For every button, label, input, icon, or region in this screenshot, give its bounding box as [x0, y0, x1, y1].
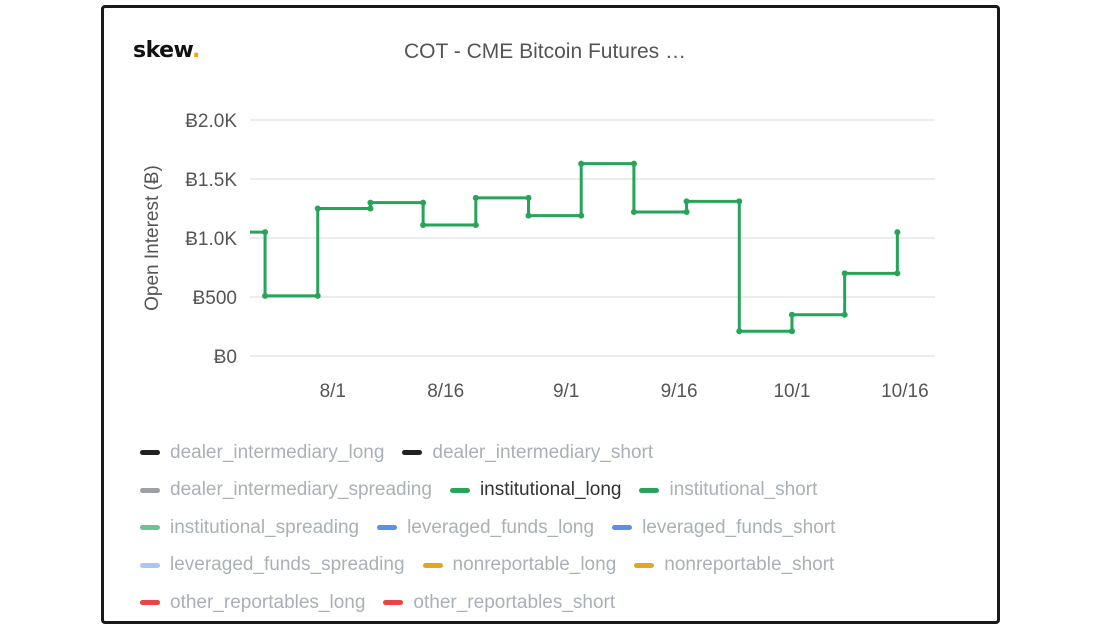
legend-item-dealer-intermediary-short[interactable]: dealer_intermediary_short [402, 442, 653, 464]
x-tick-label: 9/16 [661, 381, 698, 402]
data-point [420, 222, 427, 229]
data-point [736, 328, 743, 335]
legend-row: other_reportables_long other_reportables_… [140, 584, 940, 622]
chart-title: COT - CME Bitcoin Futures … [403, 40, 686, 63]
series-line [250, 162, 899, 333]
legend-label: institutional_spreading [170, 516, 360, 538]
legend-swatch-icon [383, 600, 404, 606]
data-point [630, 209, 637, 216]
legend-label: other_reportables_long [170, 591, 366, 613]
legend-item-leveraged-funds-short[interactable]: leveraged_funds_short [612, 517, 835, 539]
data-point [525, 212, 532, 219]
legend-swatch-icon [377, 525, 398, 531]
x-tick-label: 10/16 [881, 381, 929, 402]
legend-label: institutional_short [669, 479, 818, 501]
y-tick-label: Ƀ0 [214, 347, 237, 368]
legend-swatch-icon [140, 562, 160, 568]
legend-label: dealer_intermediary_spreading [170, 479, 432, 501]
data-point [894, 270, 901, 277]
data-point [736, 198, 743, 205]
legend-swatch-icon [402, 450, 423, 456]
legend: dealer_intermediary_long dealer_intermedi… [140, 434, 940, 622]
data-point [788, 311, 795, 318]
data-point [472, 222, 479, 229]
data-point [841, 270, 848, 277]
legend-label: dealer_intermediary_long [170, 441, 385, 463]
x-tick-label: 8/1 [320, 381, 346, 402]
legend-label: leveraged_funds_long [407, 516, 595, 538]
legend-swatch-icon [140, 487, 160, 493]
legend-item-leveraged-funds-long[interactable]: leveraged_funds_long [377, 517, 594, 539]
y-axis-label: Open Interest (Ƀ) [142, 165, 163, 311]
data-point [841, 311, 848, 318]
data-point [262, 229, 269, 236]
legend-label: leveraged_funds_short [642, 516, 836, 538]
y-tick-label: Ƀ2.0K [185, 111, 237, 132]
data-point [525, 194, 532, 201]
legend-swatch-icon [140, 525, 160, 531]
series-institutional_long [250, 160, 901, 335]
data-point [472, 194, 479, 201]
legend-item-institutional-long[interactable]: institutional_long [449, 479, 622, 501]
legend-label: dealer_intermediary_short [432, 441, 654, 463]
logo-text: skew [133, 38, 192, 63]
x-tick-label: 8/16 [427, 381, 464, 402]
x-tick-label: 9/1 [553, 381, 579, 402]
legend-swatch-icon [612, 525, 633, 531]
legend-swatch-icon [639, 487, 660, 493]
data-point [420, 199, 427, 206]
legend-item-dealer-intermediary-long[interactable]: dealer_intermediary_long [140, 442, 384, 464]
legend-swatch-icon [449, 487, 470, 493]
legend-row: leveraged_funds_spreading nonreportable_l… [140, 547, 940, 585]
legend-label: nonreportable_short [664, 554, 835, 576]
legend-swatch-icon [140, 600, 160, 606]
data-point [894, 229, 901, 236]
data-point [578, 212, 585, 219]
legend-label: leveraged_funds_spreading [170, 554, 405, 576]
legend-label: nonreportable_long [452, 554, 617, 576]
data-point [788, 328, 795, 335]
legend-item-institutional-spreading[interactable]: institutional_spreading [140, 517, 359, 539]
x-tick-label: 10/1 [773, 381, 810, 402]
data-point [630, 160, 637, 167]
legend-row: dealer_intermediary_long dealer_intermedi… [140, 434, 940, 472]
data-point [683, 198, 690, 205]
legend-item-nonreportable-short[interactable]: nonreportable_short [634, 554, 834, 576]
data-point [367, 205, 374, 212]
legend-item-nonreportable-long[interactable]: nonreportable_long [422, 554, 617, 576]
data-point [683, 209, 690, 216]
legend-item-other-reportables-long[interactable]: other_reportables_long [140, 592, 365, 614]
data-point [578, 160, 585, 167]
legend-swatch-icon [634, 562, 655, 568]
legend-item-dealer-intermediary-spreading[interactable]: dealer_intermediary_spreading [140, 479, 432, 501]
data-point [367, 199, 374, 206]
logo-dot: . [191, 38, 200, 63]
legend-swatch-icon [422, 562, 443, 568]
data-point [314, 292, 321, 299]
legend-swatch-icon [140, 450, 160, 456]
y-tick-label: Ƀ500 [193, 288, 237, 309]
legend-row: institutional_spreading leveraged_funds_l… [140, 509, 940, 547]
legend-label: institutional_long [479, 479, 622, 501]
legend-item-other-reportables-short[interactable]: other_reportables_short [383, 592, 615, 614]
legend-item-institutional-short[interactable]: institutional_short [639, 479, 817, 501]
y-tick-label: Ƀ1.5K [185, 170, 237, 191]
data-point [262, 292, 269, 299]
legend-label: other_reportables_short [413, 591, 616, 613]
legend-row: dealer_intermediary_spreading institution… [140, 472, 940, 510]
legend-item-leveraged-funds-spreading[interactable]: leveraged_funds_spreading [140, 554, 405, 576]
chart-card [101, 5, 1000, 624]
skew-logo: skew. [133, 38, 200, 63]
y-tick-label: Ƀ1.0K [185, 229, 237, 250]
data-point [314, 205, 321, 212]
